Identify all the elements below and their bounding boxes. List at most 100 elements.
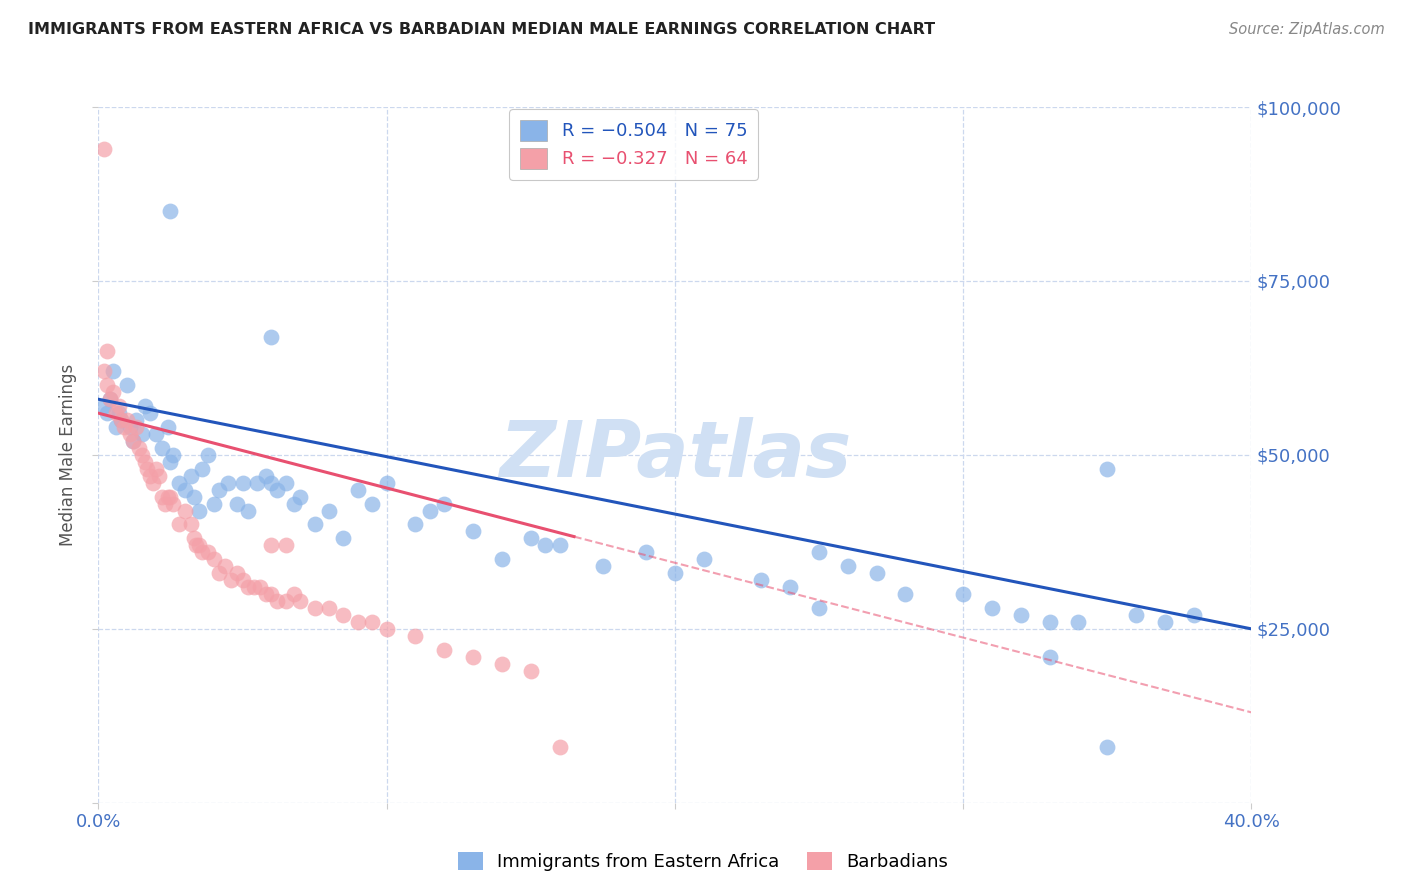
Point	[491, 552, 513, 566]
Point	[238, 580, 260, 594]
Point	[112, 420, 135, 434]
Point	[180, 468, 202, 483]
Point	[361, 497, 384, 511]
Legend: R = −0.504   N = 75, R = −0.327   N = 64: R = −0.504 N = 75, R = −0.327 N = 64	[509, 109, 758, 179]
Point	[197, 448, 219, 462]
Point	[405, 629, 427, 643]
Y-axis label: Median Male Earnings: Median Male Earnings	[59, 364, 77, 546]
Point	[304, 517, 326, 532]
Point	[214, 559, 236, 574]
Point	[375, 475, 398, 490]
Point	[548, 538, 571, 552]
Point	[134, 455, 156, 469]
Point	[93, 364, 115, 378]
Point	[131, 448, 153, 462]
Point	[304, 601, 326, 615]
Point	[807, 545, 830, 559]
Point	[208, 483, 231, 497]
Point	[139, 468, 162, 483]
Point	[202, 552, 225, 566]
Point	[260, 329, 283, 343]
Point	[139, 406, 162, 420]
Point	[225, 566, 247, 581]
Point	[1097, 740, 1119, 755]
Point	[361, 615, 384, 629]
Point	[346, 483, 368, 497]
Point	[217, 475, 239, 490]
Point	[125, 420, 148, 434]
Point	[125, 413, 148, 427]
Point	[332, 532, 354, 546]
Point	[96, 378, 118, 392]
Point	[96, 406, 118, 420]
Point	[520, 664, 543, 678]
Point	[274, 594, 297, 608]
Point	[128, 441, 150, 455]
Point	[191, 545, 214, 559]
Point	[318, 601, 340, 615]
Point	[375, 622, 398, 636]
Point	[174, 503, 197, 517]
Point	[1038, 615, 1062, 629]
Point	[419, 503, 441, 517]
Point	[433, 497, 456, 511]
Point	[131, 427, 153, 442]
Point	[751, 573, 773, 587]
Point	[150, 441, 173, 455]
Point	[592, 559, 614, 574]
Point	[188, 538, 211, 552]
Point	[98, 392, 121, 407]
Point	[952, 587, 974, 601]
Point	[167, 475, 190, 490]
Point	[520, 532, 543, 546]
Point	[208, 566, 231, 581]
Legend: Immigrants from Eastern Africa, Barbadians: Immigrants from Eastern Africa, Barbadia…	[450, 845, 956, 879]
Point	[491, 657, 513, 671]
Point	[162, 497, 184, 511]
Point	[534, 538, 557, 552]
Point	[142, 475, 165, 490]
Point	[159, 490, 181, 504]
Point	[107, 406, 129, 420]
Point	[461, 524, 484, 539]
Point	[174, 483, 197, 497]
Point	[894, 587, 917, 601]
Point	[180, 517, 202, 532]
Text: IMMIGRANTS FROM EASTERN AFRICA VS BARBADIAN MEDIAN MALE EARNINGS CORRELATION CHA: IMMIGRANTS FROM EASTERN AFRICA VS BARBAD…	[28, 22, 935, 37]
Point	[346, 615, 368, 629]
Point	[96, 343, 118, 358]
Point	[433, 642, 456, 657]
Point	[260, 475, 283, 490]
Point	[162, 448, 184, 462]
Point	[1038, 649, 1062, 664]
Point	[318, 503, 340, 517]
Point	[866, 566, 889, 581]
Point	[243, 580, 266, 594]
Point	[254, 587, 277, 601]
Point	[548, 740, 571, 755]
Point	[156, 490, 179, 504]
Point	[260, 587, 283, 601]
Point	[274, 475, 297, 490]
Point	[197, 545, 219, 559]
Point	[107, 399, 129, 413]
Point	[405, 517, 427, 532]
Point	[461, 649, 484, 664]
Point	[1097, 462, 1119, 476]
Point	[104, 406, 127, 420]
Point	[186, 538, 208, 552]
Point	[104, 420, 127, 434]
Point	[98, 392, 121, 407]
Point	[266, 594, 288, 608]
Point	[283, 587, 305, 601]
Point	[202, 497, 225, 511]
Point	[101, 364, 124, 378]
Point	[167, 517, 190, 532]
Point	[191, 462, 214, 476]
Point	[159, 204, 181, 219]
Point	[110, 413, 132, 427]
Point	[110, 413, 132, 427]
Point	[266, 483, 288, 497]
Point	[117, 378, 139, 392]
Point	[122, 434, 145, 448]
